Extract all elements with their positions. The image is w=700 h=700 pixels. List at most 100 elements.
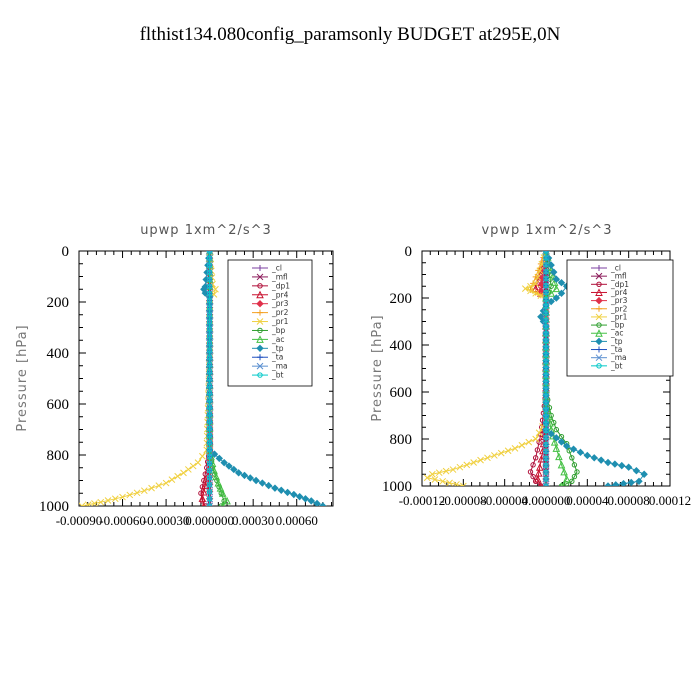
y-axis-label: Pressure [hPa] (15, 324, 30, 431)
series-point-pr1 (449, 466, 457, 473)
legend-marker (257, 309, 263, 316)
series-point-bp (553, 426, 560, 433)
legend-marker (256, 273, 264, 281)
series-point-tp (313, 499, 321, 506)
series-point-bt (543, 407, 549, 413)
series-point-tp (246, 474, 254, 482)
legend-label: _mfl (610, 272, 627, 281)
legend-label: _cl (610, 264, 621, 273)
legend-label: _ma (610, 353, 627, 362)
y-tick-label: 1000 (382, 479, 412, 495)
x-tick-label: 0.00008 (608, 493, 650, 508)
series-point-bt (206, 503, 213, 506)
series-point-ac (562, 474, 571, 483)
series-point-bt (206, 354, 213, 360)
x-tick-label: -0.00004 (481, 493, 528, 508)
legend-label: _ma (271, 362, 288, 371)
legend-label: _pr1 (610, 312, 628, 321)
series-point-bt (543, 310, 549, 316)
x-tick-label: -0.00008 (440, 493, 487, 508)
legend-marker (256, 335, 264, 343)
y-tick-label: 400 (47, 346, 70, 362)
legend-marker (596, 265, 602, 271)
series-point-bt (206, 297, 213, 304)
series-point-bt (543, 462, 549, 468)
legend-marker (596, 346, 602, 353)
series-point-pr1 (111, 495, 119, 503)
series-point-pr1 (490, 452, 498, 459)
series-point-pr1 (446, 479, 453, 486)
x-tick-label: -0.00012 (399, 493, 446, 508)
legend-marker (595, 337, 603, 346)
series-point-bt (543, 282, 549, 289)
series-point-tp (590, 454, 598, 462)
legend-marker (596, 281, 602, 288)
series-point-pr1 (532, 289, 540, 297)
series-point-pr1 (79, 502, 86, 506)
series-point-tp (210, 450, 219, 458)
series-point-ma (542, 482, 550, 486)
series-point-bt (543, 275, 549, 282)
series-point-tp (640, 470, 648, 478)
series-point-bt (543, 379, 549, 386)
series-point-bt (206, 375, 213, 382)
series-point-bp (563, 480, 570, 486)
series-point-bt (206, 283, 213, 290)
series-point-tp (307, 497, 315, 505)
series-point-pr1 (104, 497, 112, 504)
legend-marker (256, 344, 264, 353)
series-point-bt (206, 368, 213, 375)
series-point-tp (583, 451, 592, 460)
legend-marker (595, 296, 603, 305)
series-point-ac (547, 289, 555, 297)
series-point-pr1 (484, 454, 491, 462)
legend-label: _mfl (271, 272, 288, 281)
legend-label: _pr2 (271, 308, 289, 317)
series-point-bt (543, 400, 549, 406)
series-point-bt (206, 340, 213, 346)
series-point-tp (562, 442, 571, 450)
series-point-bp (218, 503, 224, 506)
y-tick-label: 400 (390, 338, 413, 354)
series-point-bt (206, 312, 213, 318)
legend-label: _ac (271, 335, 284, 344)
series-point-bt (543, 331, 549, 337)
legend-label: _pr2 (610, 304, 628, 313)
legend-label: _pr4 (271, 290, 289, 299)
series-point-tp (225, 462, 233, 470)
series-point-bt (206, 361, 213, 368)
series-point-ac (216, 484, 225, 492)
series-point-tp (569, 445, 578, 453)
series-point-bt (206, 262, 213, 268)
series-point-tp (319, 502, 327, 506)
series-point-pr1 (180, 469, 187, 477)
x-tick-label: -0.00060 (99, 513, 146, 528)
series-point-bt (543, 296, 549, 303)
series-point-bt (206, 404, 213, 410)
series-point-tp (258, 479, 267, 487)
series-point-bt (543, 434, 549, 441)
series-point-pr1 (435, 469, 443, 477)
series-point-pr1 (199, 452, 206, 460)
series-point-bp (571, 462, 578, 468)
legend-label: _bt (610, 361, 623, 370)
series-point-pr1 (537, 292, 545, 300)
figure-title: flthist134.080config_paramsonly BUDGET a… (140, 24, 561, 45)
y-tick-label: 1000 (39, 499, 69, 515)
series-point-tp (612, 481, 620, 486)
series-point-tp (215, 454, 224, 463)
series-point-tp (576, 448, 585, 457)
series-point-tp (264, 481, 273, 490)
series-point-pr1 (189, 462, 197, 470)
y-tick-label: 0 (405, 244, 413, 260)
panel-title: upwp 1xm^2/s^3 (140, 223, 272, 238)
series-point-bt (543, 338, 549, 344)
series-point-bt (543, 386, 549, 392)
series-point-pr1 (184, 466, 192, 473)
series-point-pr1 (439, 477, 447, 485)
series-point-pr1 (442, 467, 450, 475)
legend-box (566, 259, 674, 377)
series-point-bt (543, 372, 549, 379)
series-point-bt (543, 428, 549, 434)
series-point-pr1 (527, 287, 534, 295)
